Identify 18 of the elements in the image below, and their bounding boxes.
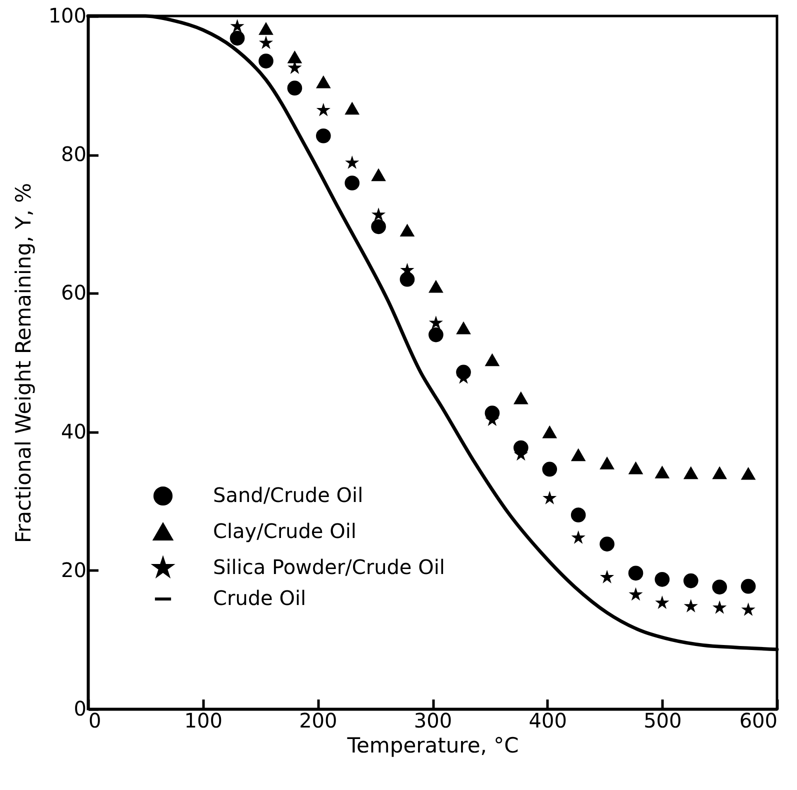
x-axis-title: Temperature, °C [346, 734, 519, 758]
x-tick-label: 200 [299, 708, 338, 732]
y-tick-label: 40 [61, 419, 86, 444]
x-tick-label: 600 [739, 708, 778, 732]
y-axis-title: Fractional Weight Remaining, Y, % [11, 182, 36, 544]
x-tick-label: 300 [414, 708, 452, 732]
x-tick-label: 400 [528, 708, 567, 732]
x-tick-label: 500 [644, 708, 682, 732]
legend-label: Crude Oil [213, 586, 306, 610]
x-tick-label: 100 [184, 708, 222, 732]
y-tick-label: 20 [61, 558, 86, 582]
x-tick-label: 0 [88, 708, 102, 732]
legend-label: Sand/Crude Oil [213, 483, 364, 507]
legend-label: Clay/Crude Oil [213, 519, 356, 543]
y-tick-label: 60 [61, 280, 86, 305]
legend-label: Silica Powder/Crude Oil [213, 555, 445, 579]
y-tick-label: 100 [48, 4, 86, 28]
y-tick-label: 80 [61, 142, 86, 166]
